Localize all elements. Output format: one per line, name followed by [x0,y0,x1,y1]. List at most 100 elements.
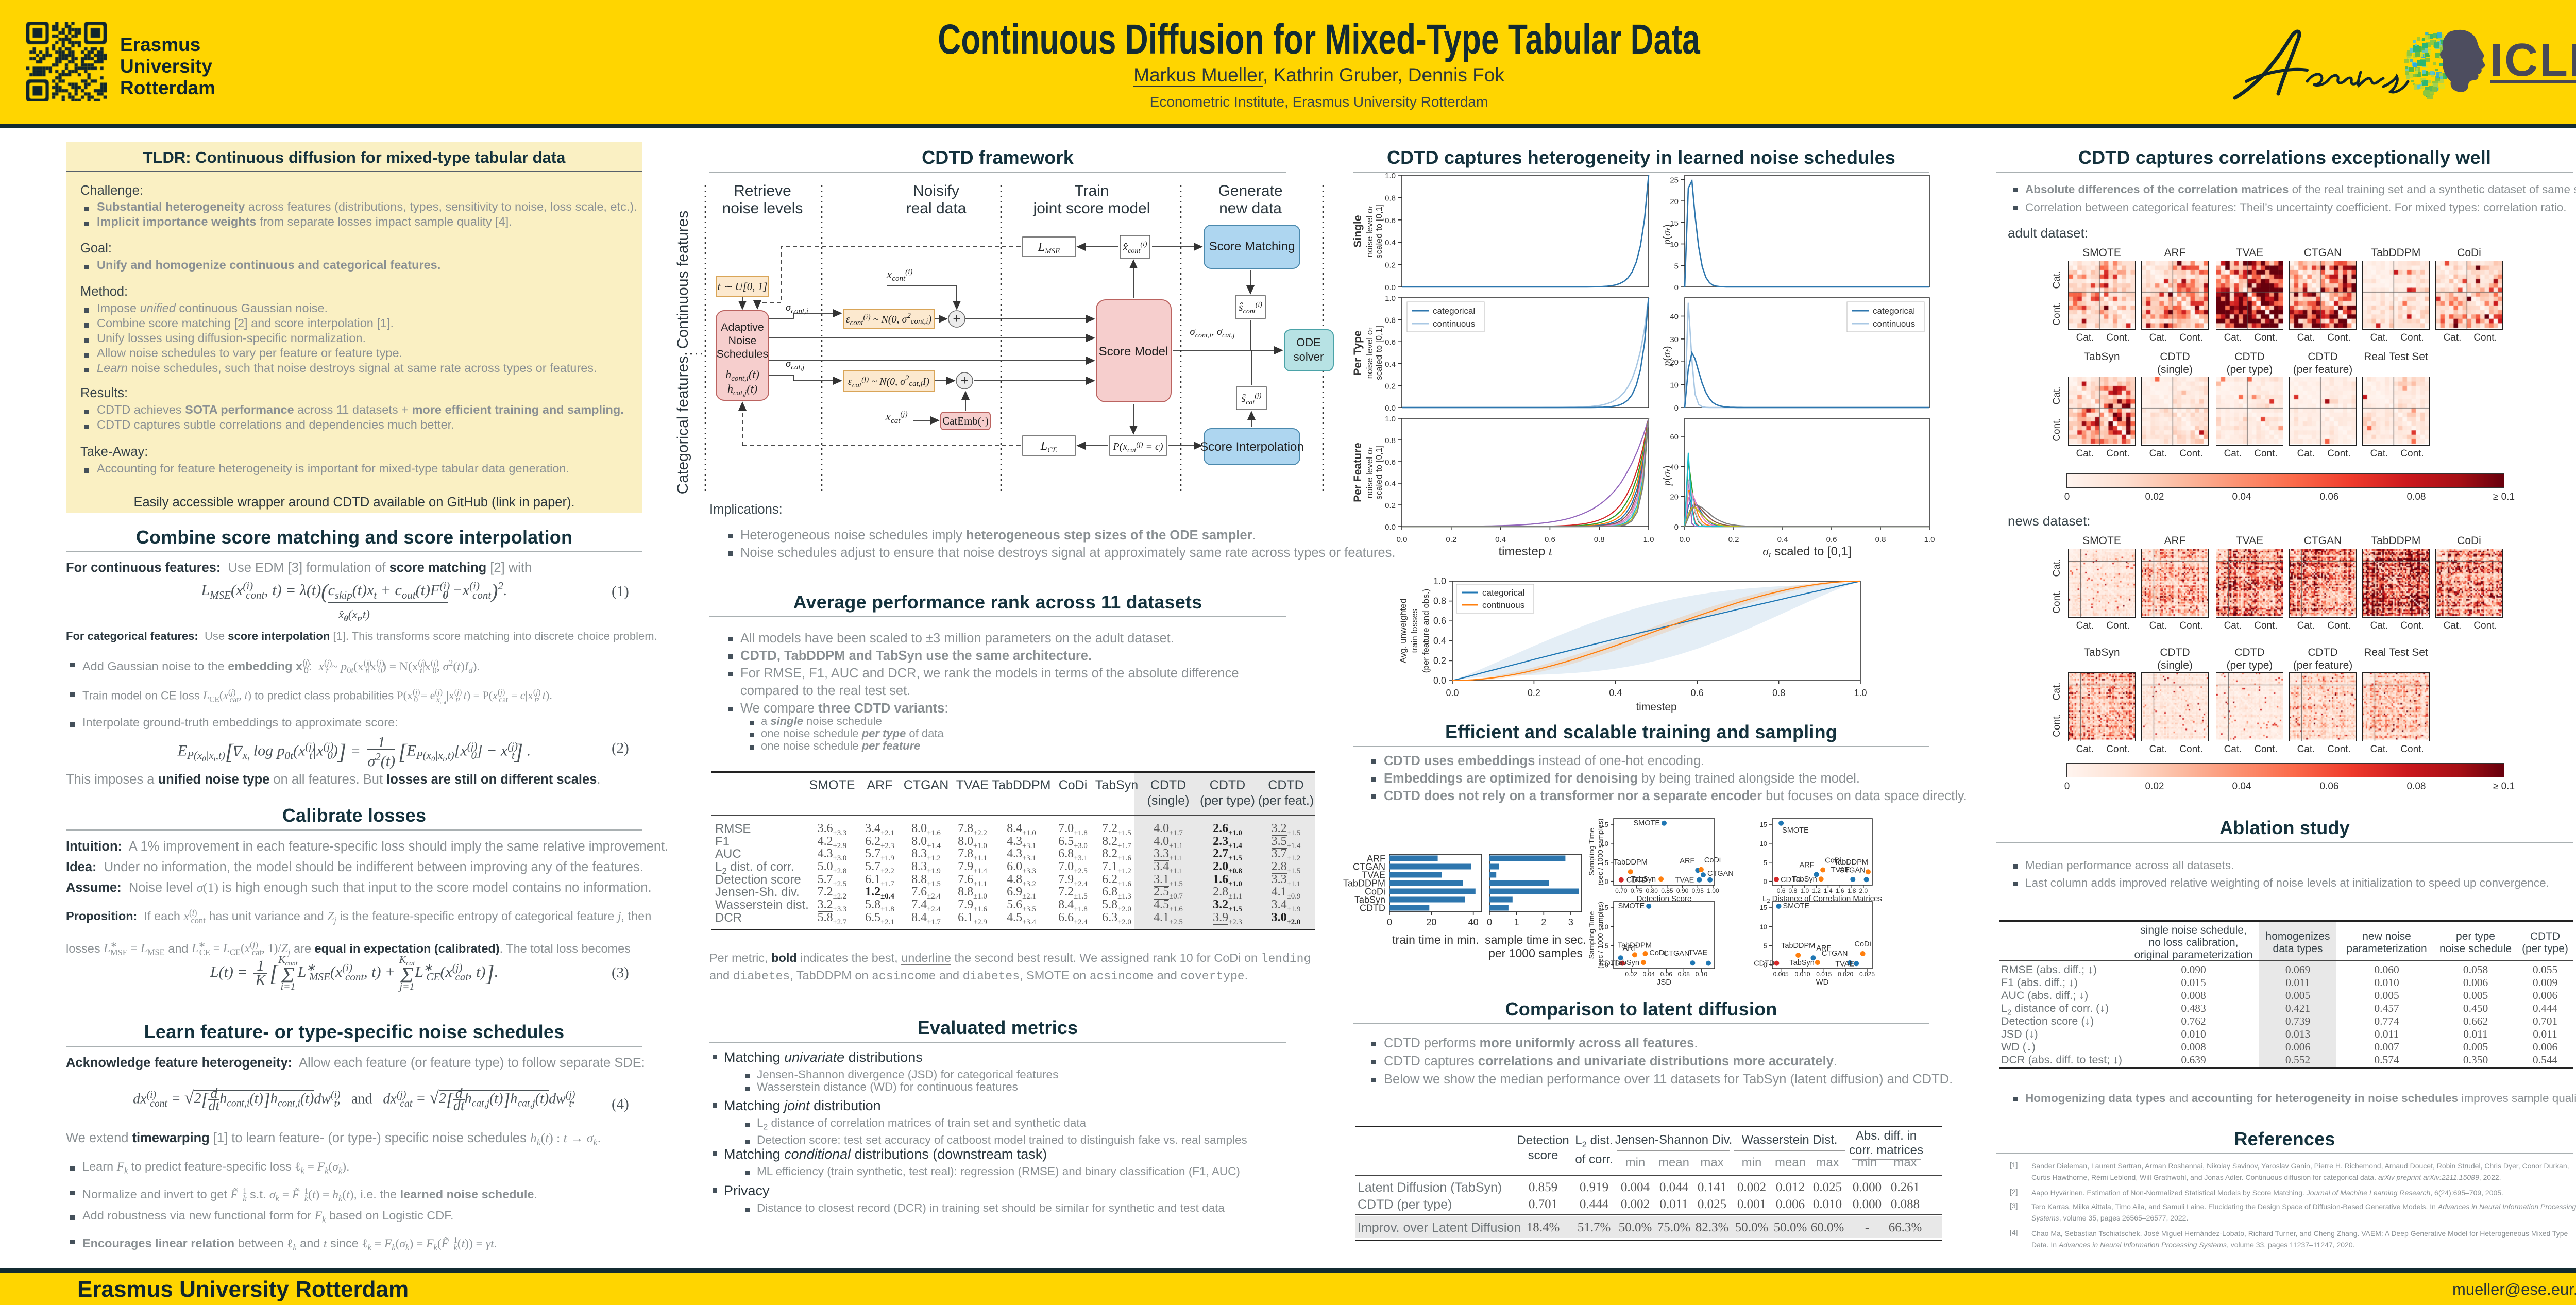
svg-text:0.4: 0.4 [1385,360,1396,369]
svg-text:categorical: categorical [1433,306,1475,316]
svg-text:0.005: 0.005 [1773,971,1789,978]
svg-text:25: 25 [1670,176,1679,184]
svg-text:TVAE: TVAE [1688,949,1707,957]
svg-text:10: 10 [1670,381,1679,390]
svg-text:0.06: 0.06 [1660,971,1673,978]
svg-text:0.2: 0.2 [1446,535,1456,544]
svg-text:Retrieve: Retrieve [734,182,791,199]
svg-text:Sampling Time: Sampling Time [1587,828,1596,876]
svg-text:TabSyn: TabSyn [1792,875,1817,884]
svg-text:30: 30 [1670,335,1679,344]
svg-text:0: 0 [1605,961,1608,969]
svg-text:0.95: 0.95 [1692,887,1704,894]
svg-text:p(σₜ): p(σₜ) [1662,465,1673,486]
svg-text:TabSyn: TabSyn [1354,895,1385,905]
svg-text:3: 3 [1568,917,1573,927]
svg-text:ARF: ARF [1816,944,1831,953]
svg-text:0.8: 0.8 [1385,194,1396,202]
svg-text:20: 20 [1670,493,1679,502]
svg-text:1.0: 1.0 [1924,535,1935,544]
svg-text:SMOTE: SMOTE [1782,826,1809,835]
svg-text:JSD: JSD [1657,978,1672,987]
svg-text:0.0: 0.0 [1433,675,1446,686]
svg-text:0.75: 0.75 [1631,887,1643,894]
svg-text:xcont(i): xcont(i) [886,268,913,283]
svg-text:p(σₜ): p(σₜ) [1662,224,1673,245]
svg-text:TabDDPM: TabDDPM [1614,858,1648,867]
svg-text:1.6: 1.6 [1836,887,1844,894]
svg-text:10: 10 [1601,840,1608,848]
svg-text:hcat,j(t): hcat,j(t) [727,382,757,397]
svg-text:continuous: continuous [1433,319,1475,329]
svg-text:0.8: 0.8 [1385,316,1396,325]
svg-text:noise level σₜ: noise level σₜ [1365,447,1375,499]
svg-text:0: 0 [1674,523,1679,532]
svg-text:5: 5 [1764,859,1767,867]
svg-text:0.8: 0.8 [1433,596,1446,606]
svg-text:0.6: 0.6 [1433,616,1446,626]
svg-text:0.8: 0.8 [1789,887,1798,894]
svg-text:CDTD: CDTD [1754,960,1774,968]
svg-text:15: 15 [1601,821,1608,828]
svg-text:SMOTE: SMOTE [1783,902,1810,910]
svg-text:0.8: 0.8 [1772,688,1785,698]
svg-text:1.0: 1.0 [1385,294,1396,303]
svg-text:0.6: 0.6 [1826,535,1837,544]
svg-text:0: 0 [1674,283,1679,292]
svg-text:Adaptive: Adaptive [721,321,764,333]
svg-text:1.0: 1.0 [1800,887,1809,894]
svg-text:Noise: Noise [728,334,757,347]
svg-text:TabSyn: TabSyn [1631,875,1656,884]
svg-text:timestep t: timestep t [1498,545,1552,558]
svg-text:0.6: 0.6 [1385,216,1396,225]
svg-text:40: 40 [1670,313,1679,321]
svg-text:TVAE: TVAE [1835,960,1854,968]
svg-text:real data: real data [906,200,967,217]
svg-text:CTGAN: CTGAN [1822,950,1848,958]
svg-text:Sampling Time: Sampling Time [1587,911,1596,959]
svg-text:Detection Score: Detection Score [1637,894,1692,903]
svg-text:0.90: 0.90 [1676,887,1689,894]
svg-text:0: 0 [1674,404,1679,413]
svg-text:CTGAN: CTGAN [1664,950,1690,958]
svg-text:ARF: ARF [1680,857,1694,865]
svg-text:+: + [953,311,960,326]
svg-text:0.0: 0.0 [1385,523,1396,532]
svg-text:0.2: 0.2 [1728,535,1739,544]
svg-text:(sec / 1000 samples): (sec / 1000 samples) [1596,902,1604,969]
svg-text:CoDi: CoDi [1854,940,1871,948]
svg-text:0.0: 0.0 [1397,535,1408,544]
svg-text:TVAE: TVAE [1831,866,1850,874]
svg-text:Generate: Generate [1218,182,1282,199]
svg-text:scaled to [0,1]: scaled to [0,1] [1374,326,1384,380]
svg-text:1.0: 1.0 [1643,535,1654,544]
svg-text:40: 40 [1670,463,1679,471]
svg-text:continuous: continuous [1873,319,1915,329]
svg-text:0.2: 0.2 [1385,261,1396,270]
svg-text:0.020: 0.020 [1838,971,1853,978]
svg-text:0: 0 [1387,917,1392,927]
svg-text:Avg. unweighted: Avg. unweighted [1398,599,1408,663]
svg-text:εcat(j) ~ N(0, σ2cat,jI): εcat(j) ~ N(0, σ2cat,jI) [848,374,929,389]
svg-text:CoDi: CoDi [1649,949,1666,957]
svg-text:categorical: categorical [1482,588,1524,598]
svg-text:0.80: 0.80 [1646,887,1658,894]
svg-text:TabSyn: TabSyn [1789,959,1814,967]
svg-text:ODE: ODE [1296,336,1321,349]
svg-text:solver: solver [1294,350,1324,363]
svg-text:0: 0 [1764,878,1767,886]
svg-text:LMSE: LMSE [1038,241,1060,256]
svg-text:40: 40 [1468,917,1479,927]
svg-text:Train: Train [1074,182,1109,199]
svg-text:0.025: 0.025 [1859,971,1875,978]
svg-text:0.4: 0.4 [1495,535,1506,544]
svg-text:xcat(j): xcat(j) [885,410,907,425]
svg-text:categorical: categorical [1873,306,1915,316]
svg-text:hcont,i(t): hcont,i(t) [725,368,759,383]
svg-text:Schedules: Schedules [717,348,768,360]
svg-text:continuous: continuous [1482,600,1524,610]
svg-text:2.0: 2.0 [1859,887,1868,894]
svg-text:TVAE: TVAE [1362,870,1385,880]
svg-text:TabDDPM: TabDDPM [1834,858,1868,867]
svg-text:0.6: 0.6 [1385,338,1396,347]
